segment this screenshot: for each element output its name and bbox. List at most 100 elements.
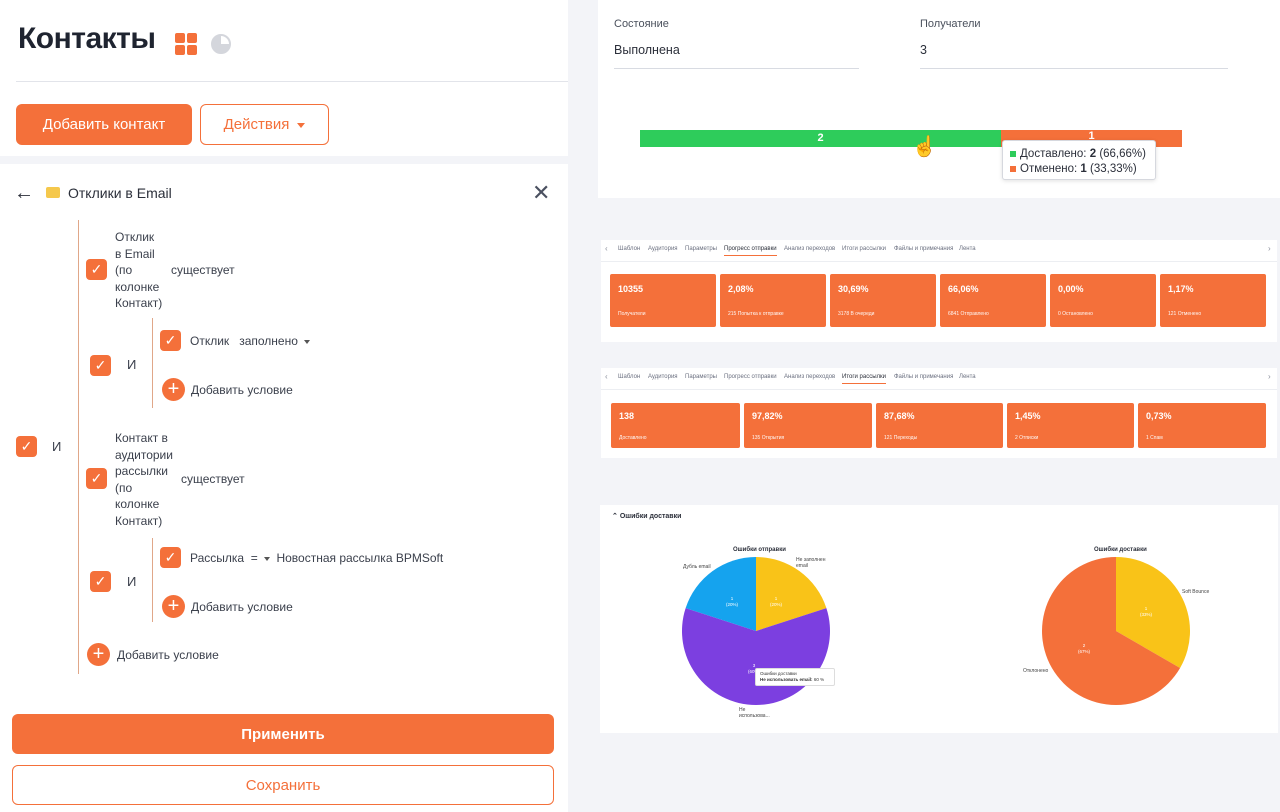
group2-and-label: И (127, 574, 137, 589)
tab-params[interactable]: Параметры (685, 246, 717, 252)
pie1-tooltip: Ошибки доставки Не использовать email: 6… (755, 668, 835, 686)
chevron-left-icon[interactable]: ‹ (605, 244, 608, 253)
tab-template[interactable]: Шаблон (618, 246, 641, 252)
group1-condition: Отклик в Email (по колонке Контакт) (115, 230, 163, 310)
chevron-down-icon (303, 339, 310, 344)
group1-sub-condition[interactable]: Отклик заполнено (190, 333, 310, 350)
pie1-slice-nz[interactable] (756, 557, 827, 631)
recipients-value: 3 (920, 43, 927, 57)
group2-and-checkbox[interactable]: ✓ (90, 571, 111, 592)
pie1-chart (682, 557, 830, 705)
canceled-legend-swatch (1010, 165, 1016, 172)
hand-cursor-icon: ☝ (912, 136, 937, 158)
pie1-label-nu: Не использова... (739, 707, 770, 719)
chevron-right-icon[interactable]: › (1268, 372, 1271, 381)
pie1-slice-dub[interactable] (685, 557, 756, 631)
tab-feed[interactable]: Лента (959, 374, 976, 380)
tab-results[interactable]: Итоги рассылки (842, 246, 887, 252)
tab-audience[interactable]: Аудитория (648, 246, 678, 252)
tree-line-group1 (152, 318, 153, 408)
group2-operator[interactable]: существует (181, 472, 245, 486)
tabs-row: ‹ Шаблон Аудитория Параметры Прогресс от… (601, 240, 1277, 262)
add-contact-button[interactable]: Добавить контакт (16, 104, 192, 145)
pie1-dub-value: 1 (20%) (726, 596, 739, 607)
back-arrow-icon[interactable]: ← (14, 182, 34, 204)
bar-tooltip: Доставлено: 2 (66,66%) Отменено: 1 (33,3… (1002, 140, 1156, 180)
chart-view-icon[interactable] (211, 34, 231, 54)
pie1-nu-value: 3 (60%) (748, 663, 761, 674)
group1-sub-checkbox[interactable]: ✓ (160, 330, 181, 351)
tab-results[interactable]: Итоги рассылки (842, 374, 887, 384)
kpi-card[interactable]: 0,73% 1 Спам (1138, 403, 1266, 448)
root-add-condition[interactable]: Добавить условие (117, 648, 219, 662)
delivered-legend-swatch (1010, 150, 1016, 157)
recipients-label: Получатели (920, 18, 981, 30)
errors-title[interactable]: ⌃ Ошибки доставки (612, 513, 682, 520)
pie2-chart (1042, 557, 1190, 705)
group1-operator[interactable]: существует (171, 263, 235, 277)
group2-sub-checkbox[interactable]: ✓ (160, 547, 181, 568)
tab-files[interactable]: Файлы и примечания (894, 374, 954, 380)
state-value: Выполнена (614, 43, 680, 57)
pie2-label-rej: Отклонено (1023, 668, 1049, 674)
apply-button[interactable]: Применить (12, 714, 554, 754)
pie2-slice-rej[interactable] (1042, 557, 1181, 705)
view-switcher (175, 33, 231, 55)
close-icon[interactable]: ✕ (532, 180, 551, 205)
grid-view-icon[interactable] (175, 33, 197, 55)
pie2-title: Ошибки доставки (1094, 547, 1147, 553)
page-title: Контакты (18, 22, 156, 55)
tab-analysis[interactable]: Анализ переходов (784, 374, 836, 380)
root-checkbox[interactable]: ✓ (16, 436, 37, 457)
pie1-title: Ошибки отправки (733, 547, 786, 553)
pie1-label-dub: Дубль email (683, 564, 711, 570)
contacts-header: Контакты Добавить контакт Действия (0, 0, 568, 156)
kpi-card[interactable]: 66,06% 6841 Отправлено (940, 274, 1046, 327)
chevron-right-icon[interactable]: › (1268, 244, 1271, 253)
tab-audience[interactable]: Аудитория (648, 374, 678, 380)
kpi-card[interactable]: 1,17% 121 Отменено (1160, 274, 1266, 327)
chevron-left-icon[interactable]: ‹ (605, 372, 608, 381)
kpi-card[interactable]: 87,68% 121 Переходы (876, 403, 1003, 448)
tree-line-root (78, 220, 79, 674)
delivered-bar[interactable]: 2 (640, 130, 1001, 147)
group2-checkbox[interactable]: ✓ (86, 468, 107, 489)
tab-progress[interactable]: Прогресс отправки (724, 246, 777, 256)
kpi-card[interactable]: 1,45% 2 Отписки (1007, 403, 1134, 448)
tab-feed[interactable]: Лента (959, 246, 976, 252)
kpi-card[interactable]: 97,82% 135 Открытия (744, 403, 872, 448)
filter-title: Отклики в Email (68, 185, 172, 201)
kpi-card[interactable]: 30,69% 3178 В очереди (830, 274, 936, 327)
kpi-card[interactable]: 0,00% 0 Остановлено (1050, 274, 1156, 327)
tab-template[interactable]: Шаблон (618, 374, 641, 380)
save-button[interactable]: Сохранить (12, 765, 554, 805)
pie2-slice-soft[interactable] (1116, 557, 1190, 668)
add-condition-icon[interactable]: + (162, 378, 185, 401)
chevron-down-icon (263, 556, 270, 561)
tooltip-canceled: Отменено: 1 (33,33%) (1010, 162, 1148, 177)
pie1-nz-value: 1 (20%) (770, 596, 783, 607)
pie2-rej-value: 2 (67%) (1078, 643, 1091, 654)
add-condition-icon[interactable]: + (87, 643, 110, 666)
kpi-card[interactable]: 2,08% 215 Попытка к отправке (720, 274, 826, 327)
chevron-down-icon (297, 122, 306, 128)
actions-button[interactable]: Действия (200, 104, 329, 145)
group2-add-condition[interactable]: Добавить условие (191, 600, 293, 614)
group1-and-checkbox[interactable]: ✓ (90, 355, 111, 376)
tab-files[interactable]: Файлы и примечания (894, 246, 954, 252)
add-condition-icon[interactable]: + (162, 595, 185, 618)
state-underline (614, 68, 859, 69)
status-card (598, 0, 1280, 198)
group1-checkbox[interactable]: ✓ (86, 259, 107, 280)
recipients-underline (920, 68, 1228, 69)
tab-params[interactable]: Параметры (685, 374, 717, 380)
tab-progress[interactable]: Прогресс отправки (724, 374, 777, 380)
kpi-card[interactable]: 10355 Получатели (610, 274, 716, 327)
group1-add-condition[interactable]: Добавить условие (191, 383, 293, 397)
tab-analysis[interactable]: Анализ переходов (784, 246, 836, 252)
kpi-card[interactable]: 138 Доставлено (611, 403, 740, 448)
folder-icon (46, 187, 60, 198)
group2-sub-condition[interactable]: Рассылка = Новостная рассылка BPMSoft (190, 551, 444, 565)
tree-line-group2 (152, 538, 153, 622)
state-label: Состояние (614, 18, 669, 30)
